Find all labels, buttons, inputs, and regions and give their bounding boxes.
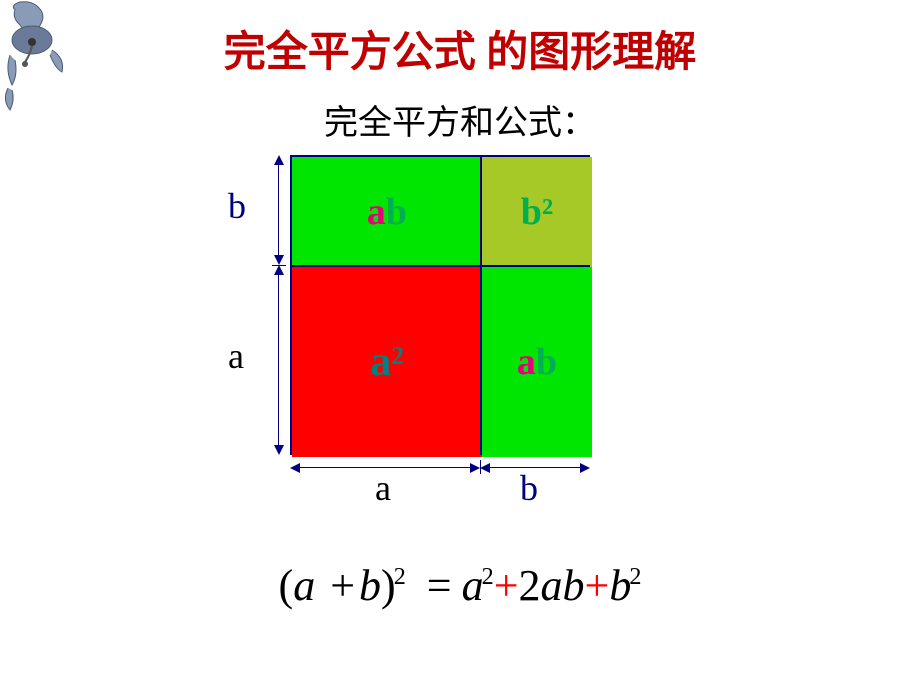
dim-arrow-left-b (278, 163, 279, 257)
formula: (a +b)2 =a2+2ab+b2 (0, 560, 920, 611)
f-a1: a (293, 561, 315, 610)
tile-label-a: a (367, 190, 386, 234)
divider-vertical (480, 155, 482, 455)
f-a2: a (462, 561, 484, 610)
dim-label-b-bottom: b (520, 467, 538, 509)
tile-b2: b² (482, 157, 592, 267)
f-plus-inner: + (330, 561, 355, 610)
tile-ab-top: ab (292, 157, 482, 267)
arrow-head (470, 463, 480, 473)
tile-label: a² (370, 338, 404, 386)
f-eq: = (427, 561, 452, 610)
arrow-head (290, 463, 300, 473)
f-sq3: 2 (629, 563, 641, 590)
f-b1: b (359, 561, 381, 610)
f-sq2: 2 (482, 563, 494, 590)
f-plus1: + (494, 561, 519, 610)
arrow-head (480, 463, 490, 473)
tile-a2: a² (292, 267, 482, 457)
arrow-head (274, 265, 284, 275)
dim-label-b-left: b (228, 185, 246, 227)
arrow-head (274, 445, 284, 455)
f-a3: a (541, 561, 563, 610)
dim-label-a-bottom: a (375, 467, 391, 509)
page-title: 完全平方公式 的图形理解 (0, 18, 920, 79)
arrow-head (274, 255, 284, 265)
tile-label-b: b (386, 190, 407, 234)
page-subtitle: 完全平方和公式： (0, 95, 920, 144)
tile-label-a: a (517, 340, 536, 384)
arrow-head (580, 463, 590, 473)
f-lparen: ( (279, 561, 294, 610)
tile-ab-right: ab (482, 267, 592, 457)
f-b3: b (563, 561, 585, 610)
tile-label: b² (521, 190, 554, 234)
f-sq1: 2 (394, 563, 406, 590)
divider-horizontal (290, 265, 590, 267)
f-plus2: + (585, 561, 610, 610)
square-diagram: ab b² a² ab b a a b (260, 155, 660, 535)
square-outer: ab b² a² ab (290, 155, 590, 455)
dim-label-a-left: a (228, 335, 244, 377)
f-two: 2 (519, 561, 541, 610)
dim-arrow-left-a (278, 273, 279, 447)
arrow-head (274, 155, 284, 165)
tile-label-b: b (536, 340, 557, 384)
